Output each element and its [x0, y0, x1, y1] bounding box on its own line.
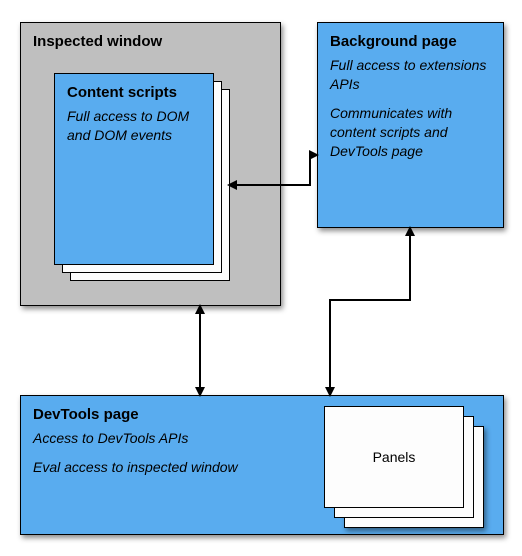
panels-label: Panels [373, 449, 416, 465]
diagram-canvas: Inspected window Content scripts Full ac… [0, 0, 522, 556]
inspected-window-title: Inspected window [33, 33, 268, 50]
content-scripts-title: Content scripts [67, 84, 201, 101]
content-scripts-desc: Full access to DOM and DOM events [67, 107, 201, 145]
background-page-desc1: Full access to extensions APIs [330, 56, 491, 94]
background-page-desc: Full access to extensions APIs Communica… [330, 56, 491, 160]
background-page-box: Background page Full access to extension… [317, 22, 504, 228]
panels-box: Panels [324, 406, 464, 508]
devtools-page-box: DevTools page Access to DevTools APIs Ev… [20, 395, 504, 535]
content-scripts-box: Content scripts Full access to DOM and D… [54, 73, 214, 265]
inspected-window-box: Inspected window Content scripts Full ac… [20, 22, 281, 306]
content-scripts-desc-text: Full access to DOM and DOM events [67, 107, 201, 145]
background-page-title: Background page [330, 33, 491, 50]
edge-bg-dt [330, 228, 410, 395]
background-page-desc2: Communicates with content scripts and De… [330, 104, 491, 161]
